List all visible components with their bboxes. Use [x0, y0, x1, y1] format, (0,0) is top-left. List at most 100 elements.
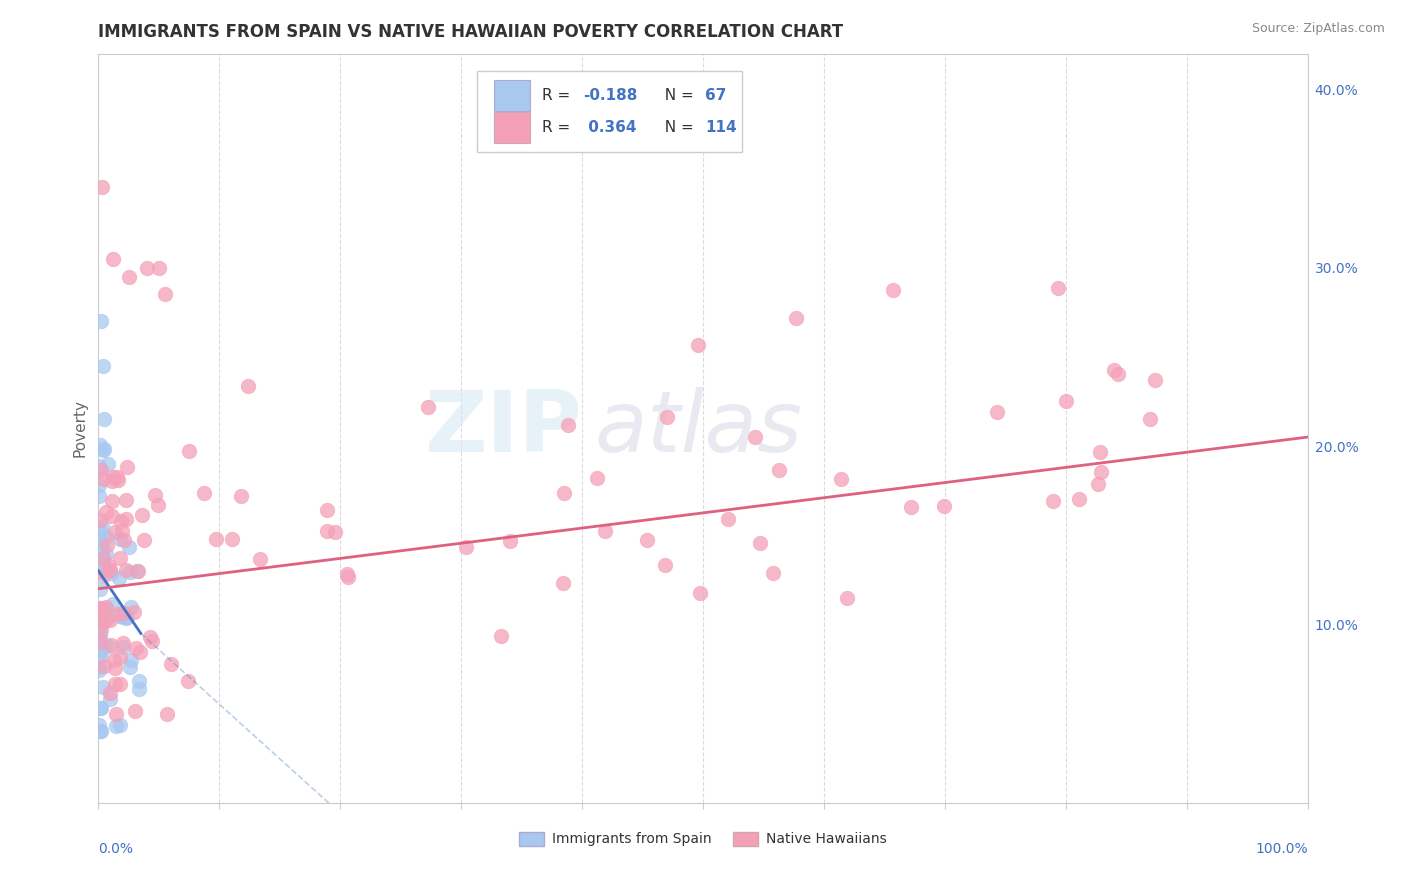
Point [93, 658, 115, 673]
Point [93, 568, 115, 582]
Point [90, 463, 112, 477]
Point [90, 533, 112, 548]
Point [762, 566, 785, 580]
Point [87, 659, 110, 673]
Point [115, 611, 138, 625]
Point [89, 477, 111, 491]
Point [96, 602, 118, 616]
Point [193, 486, 215, 500]
Text: N =: N = [655, 88, 699, 103]
Point [585, 471, 607, 485]
Point [104, 525, 127, 540]
Point [122, 605, 145, 619]
Point [112, 636, 135, 650]
Point [830, 472, 852, 486]
Point [94, 530, 117, 544]
Point [90, 314, 112, 328]
Point [118, 540, 141, 554]
Point [128, 682, 150, 697]
Point [87, 489, 110, 503]
Point [744, 429, 766, 443]
Point [135, 260, 157, 275]
Point [134, 533, 156, 547]
Point [111, 524, 134, 539]
Point [89, 609, 111, 624]
Point [118, 566, 141, 580]
Point [89, 628, 111, 642]
Point [101, 597, 124, 611]
Point [108, 718, 131, 732]
Point [105, 469, 128, 483]
Point [120, 660, 142, 674]
Point [115, 512, 138, 526]
Point [89, 558, 111, 572]
Point [316, 503, 339, 517]
Point [934, 499, 956, 513]
Text: ZIP: ZIP [425, 386, 582, 470]
Point [104, 661, 127, 675]
Point [96, 600, 118, 615]
Point [87, 663, 110, 677]
Point [112, 640, 135, 654]
Point [249, 551, 271, 566]
Point [336, 566, 359, 581]
Point [454, 541, 477, 555]
Point [557, 417, 579, 432]
Point [103, 653, 125, 667]
Point [146, 498, 169, 512]
Point [900, 500, 922, 514]
Point [551, 575, 574, 590]
Text: N =: N = [655, 120, 699, 136]
Point [90, 549, 112, 563]
Text: IMMIGRANTS FROM SPAIN VS NATIVE HAWAIIAN POVERTY CORRELATION CHART: IMMIGRANTS FROM SPAIN VS NATIVE HAWAIIAN… [98, 23, 844, 41]
Point [89, 644, 111, 658]
Text: 0.0%: 0.0% [98, 842, 134, 855]
Point [104, 719, 127, 733]
Point [654, 558, 676, 572]
Point [101, 252, 124, 266]
Point [1107, 367, 1129, 381]
Point [94, 547, 117, 561]
Point [93, 412, 115, 426]
Point [127, 564, 149, 578]
Point [90, 723, 112, 738]
Text: -0.188: -0.188 [583, 88, 638, 103]
Point [124, 704, 146, 718]
Point [125, 640, 148, 655]
Point [139, 631, 162, 645]
Point [100, 474, 122, 488]
Point [91, 680, 114, 694]
Point [89, 614, 111, 628]
Point [499, 534, 522, 549]
Point [90, 700, 112, 714]
Text: R =: R = [543, 88, 575, 103]
Point [115, 563, 138, 577]
Text: 0.364: 0.364 [583, 120, 637, 136]
Point [593, 524, 616, 538]
Point [1090, 466, 1112, 480]
Point [96, 611, 118, 625]
Point [837, 591, 859, 606]
Point [748, 535, 770, 549]
Point [91, 442, 114, 457]
Point [117, 609, 139, 624]
Point [89, 618, 111, 632]
Point [657, 410, 679, 425]
Point [108, 609, 131, 624]
Point [93, 558, 115, 572]
Point [90, 565, 112, 579]
Point [100, 509, 122, 524]
Point [101, 494, 124, 508]
Point [91, 359, 114, 373]
Point [89, 644, 111, 658]
Point [1067, 491, 1090, 506]
Point [89, 724, 111, 739]
Point [93, 561, 115, 575]
Point [717, 512, 740, 526]
Point [107, 474, 129, 488]
Point [90, 615, 112, 630]
Point [160, 657, 183, 671]
Point [89, 513, 111, 527]
Point [141, 633, 163, 648]
Point [112, 606, 135, 620]
